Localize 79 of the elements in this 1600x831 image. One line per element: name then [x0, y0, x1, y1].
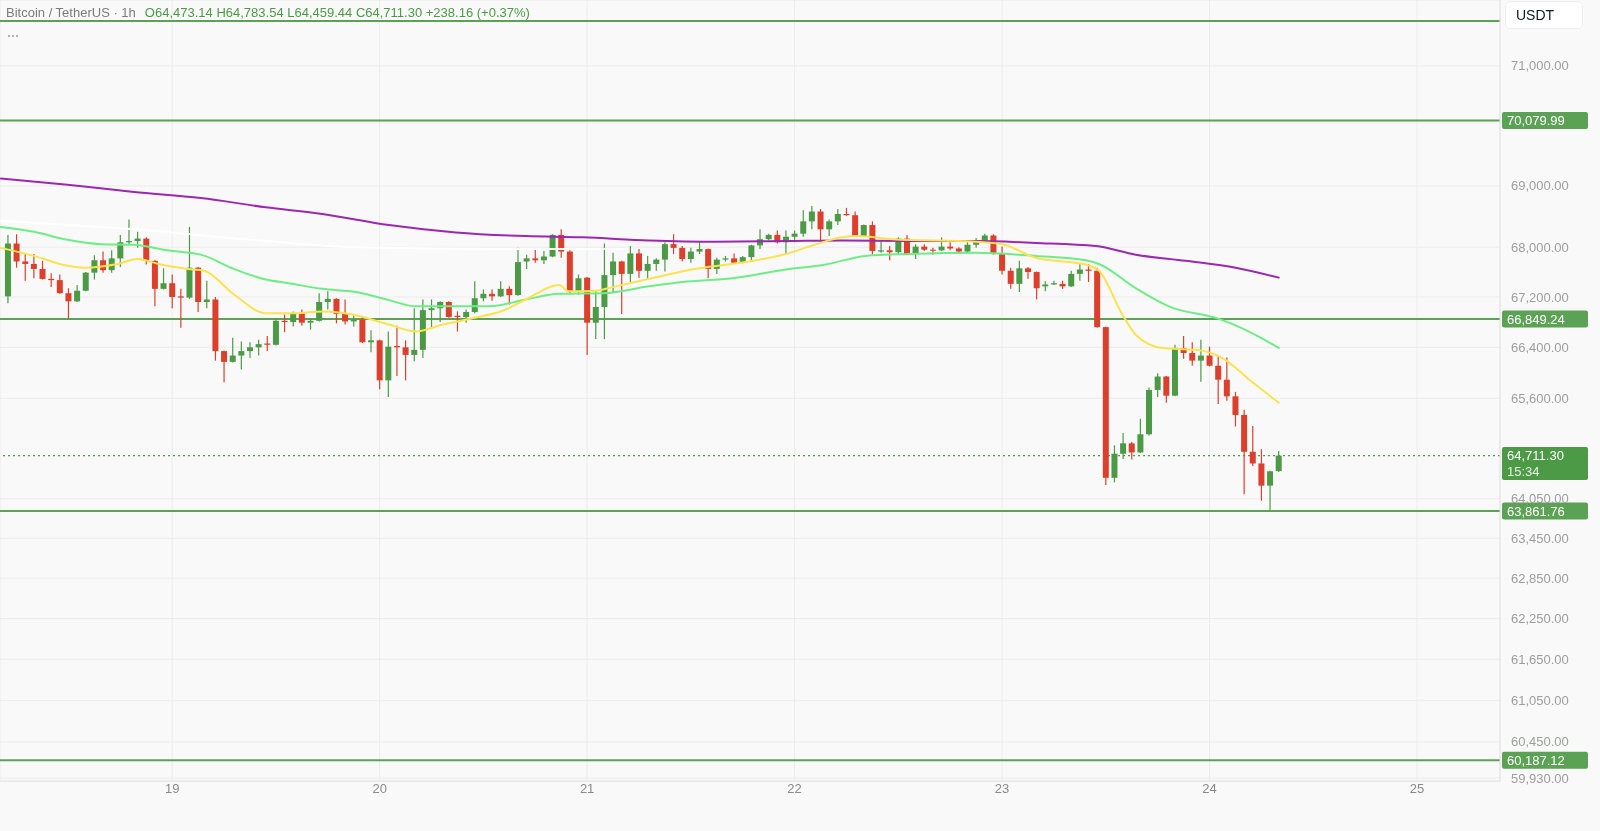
candlestick — [272, 318, 279, 347]
candlestick — [1249, 425, 1256, 467]
y-tick-label: 61,050.00 — [1511, 692, 1569, 708]
y-tick-label: 59,930.00 — [1511, 770, 1569, 786]
candlestick — [644, 255, 651, 280]
candlestick — [852, 210, 859, 238]
candlestick — [1223, 356, 1230, 402]
ref-line-label: 70,079.99 — [1507, 113, 1565, 129]
candlestick — [705, 247, 712, 279]
candlestick — [1163, 375, 1170, 404]
candlestick — [30, 253, 37, 279]
candlestick — [203, 280, 210, 309]
candlestick — [1189, 341, 1196, 367]
line-series — [0, 225, 1280, 349]
candlestick — [402, 339, 409, 381]
y-tick-label: 71,000.00 — [1511, 58, 1569, 74]
y-axis-title: USDT — [1506, 2, 1582, 28]
candlestick — [1016, 260, 1023, 293]
y-tick-label: 69,000.00 — [1511, 178, 1569, 194]
y-tick-label: 66,400.00 — [1511, 339, 1569, 355]
candlestick — [1197, 339, 1204, 383]
y-tick-label: 62,250.00 — [1511, 611, 1569, 627]
candlestick — [169, 273, 176, 309]
candlestick — [670, 233, 677, 255]
chart-subtitle: O64,473.14 H64,783.54 L64,459.44 C64,711.30 +238.16 (+0.37%) — [144, 5, 530, 21]
candlestick — [808, 205, 815, 230]
candlestick — [1033, 270, 1040, 301]
line-series — [0, 177, 1280, 279]
candlestick — [56, 273, 63, 295]
candlestick — [1215, 354, 1222, 405]
x-tick-label: 25 — [1409, 781, 1425, 797]
candlestick — [618, 260, 625, 315]
ref-line-label: 66,849.24 — [1507, 311, 1565, 327]
ref-line-label: 64,711.30 15:34 — [1507, 448, 1564, 480]
x-tick-label: 21 — [579, 781, 595, 797]
candlestick — [65, 287, 72, 319]
candlestick — [1007, 267, 1014, 290]
candlestick — [428, 298, 435, 329]
y-tick-label: 65,600.00 — [1511, 390, 1569, 406]
candlestick — [359, 315, 366, 344]
candlestick — [636, 248, 642, 279]
x-tick-label: 20 — [372, 781, 387, 797]
candlestick — [22, 252, 29, 282]
chart-title: Bitcoin / TetherUS · 1h — [6, 5, 136, 21]
candlestick — [368, 329, 375, 353]
candlestick — [324, 290, 331, 311]
candlestick — [817, 208, 824, 243]
candlestick — [800, 209, 807, 238]
candlestick — [929, 247, 936, 256]
x-tick-label: 19 — [164, 781, 180, 797]
candlestick — [177, 288, 184, 329]
candlestick — [221, 349, 228, 383]
candlestick — [247, 341, 253, 359]
ref-line-label: 63,861.76 — [1507, 503, 1565, 519]
x-tick-label: 24 — [1202, 781, 1217, 797]
candlestick — [1232, 391, 1239, 428]
candlestick — [1154, 372, 1161, 398]
y-tick-label: 63,450.00 — [1511, 530, 1569, 546]
candlestick — [1267, 470, 1274, 511]
y-tick-label: 60,450.00 — [1511, 734, 1569, 750]
candlestick — [411, 307, 418, 362]
y-tick-label: 68,000.00 — [1511, 239, 1569, 255]
candlestick — [610, 252, 617, 294]
y-tick-label: 62,850.00 — [1511, 570, 1569, 586]
ref-line-label: 60,187.12 — [1507, 752, 1565, 768]
x-tick-label: 22 — [787, 781, 802, 797]
candlestick — [999, 246, 1006, 276]
candlestick — [1137, 418, 1144, 454]
candlestick — [661, 241, 668, 273]
y-tick-label: 61,650.00 — [1511, 651, 1569, 667]
y-tick-label: 67,200.00 — [1511, 289, 1569, 305]
x-tick-label: 23 — [994, 781, 1010, 797]
candlestick — [878, 239, 885, 254]
candlestick — [1258, 448, 1265, 502]
candlestick — [238, 341, 245, 371]
candlestick — [1025, 266, 1032, 280]
candlestick — [1076, 263, 1083, 282]
candlestick — [627, 245, 634, 283]
candlestick — [229, 337, 236, 364]
